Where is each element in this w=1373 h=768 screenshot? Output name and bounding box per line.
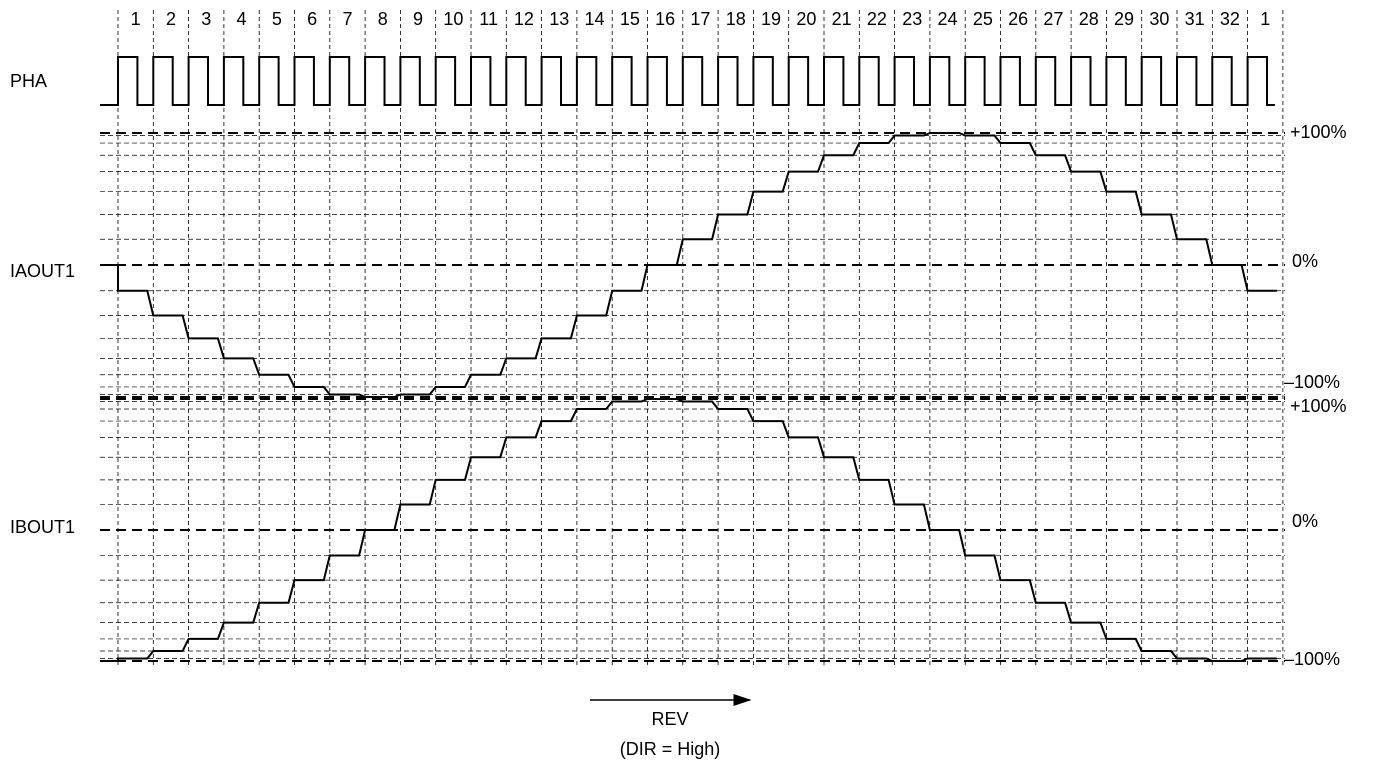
step-label: 1 (131, 9, 141, 29)
step-label: 22 (867, 9, 887, 29)
step-label: 28 (1079, 9, 1099, 29)
step-label: 15 (620, 9, 640, 29)
step-label: 17 (690, 9, 710, 29)
step-label: 26 (1008, 9, 1028, 29)
step-label: 16 (655, 9, 675, 29)
waveforms (100, 56, 1277, 662)
step-label: 21 (832, 9, 852, 29)
signal-label: IAOUT1 (10, 261, 75, 281)
level-label: +100% (1290, 396, 1347, 416)
level-label: +100% (1290, 122, 1347, 142)
grid: 1 2 3 4 5 6 7 8 9 10 11 12 13 14 15 16 17 18 19 20 21 22 23 24 2… (100, 9, 1285, 665)
step-label: 2 (166, 9, 176, 29)
step-label: 30 (1149, 9, 1169, 29)
direction-label: REV (651, 709, 688, 729)
step-label: 14 (585, 9, 605, 29)
iaout-waveform (100, 132, 1277, 398)
step-label: 4 (237, 9, 247, 29)
step-label: 27 (1043, 9, 1063, 29)
step-label: 1 (1260, 9, 1270, 29)
level-label: 0% (1292, 511, 1318, 531)
step-label: 6 (307, 9, 317, 29)
signal-label: IBOUT1 (10, 517, 75, 537)
level-label: –100% (1284, 372, 1340, 392)
step-label: 7 (342, 9, 352, 29)
labels: PHA IAOUT1 IBOUT1 +100% 0% –100% +100% 0… (10, 71, 1347, 759)
level-label: 0% (1292, 251, 1318, 271)
step-label: 8 (378, 9, 388, 29)
step-label: 23 (902, 9, 922, 29)
step-label: 5 (272, 9, 282, 29)
pha-waveform (100, 56, 1275, 106)
step-label: 10 (443, 9, 463, 29)
step-label: 3 (201, 9, 211, 29)
step-label: 25 (973, 9, 993, 29)
step-label: 31 (1185, 9, 1205, 29)
direction-note: (DIR = High) (620, 739, 721, 759)
level-label: –100% (1284, 649, 1340, 669)
step-label: 19 (761, 9, 781, 29)
step-label: 13 (549, 9, 569, 29)
step-label: 32 (1220, 9, 1240, 29)
signal-label: PHA (10, 71, 47, 91)
step-label: 20 (796, 9, 816, 29)
step-label: 18 (726, 9, 746, 29)
step-label: 11 (479, 9, 498, 29)
ibout-waveform (100, 398, 1277, 662)
step-label: 9 (413, 9, 423, 29)
step-label: 24 (938, 9, 958, 29)
step-label: 29 (1114, 9, 1134, 29)
step-label: 12 (514, 9, 534, 29)
